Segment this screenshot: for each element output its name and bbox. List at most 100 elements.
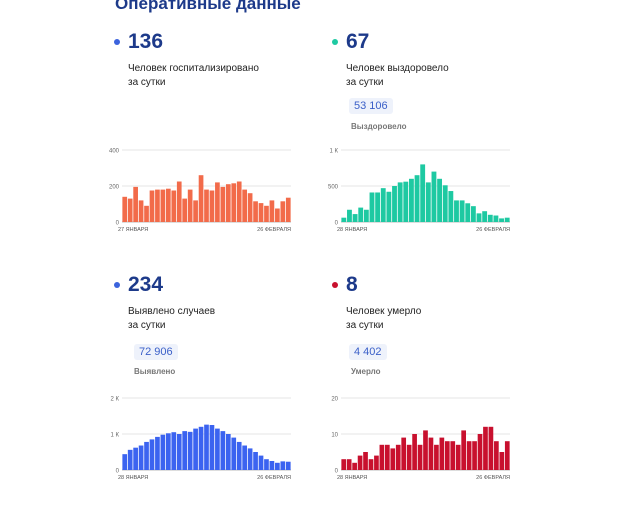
chart-bar [341, 217, 347, 222]
y-tick-label: 1 К [330, 149, 339, 155]
chart-bar [397, 182, 403, 222]
recovered-panel: 67 Человек выздоровело за сутки 53 106 В… [327, 28, 547, 268]
chart-bar [236, 181, 242, 222]
chart-bar [420, 164, 426, 222]
x-start-label: 28 ЯНВАРЯ [118, 475, 148, 481]
chart-bar [369, 192, 375, 222]
chart-bar [247, 193, 253, 222]
chart-bar [225, 434, 231, 470]
chart-bar [341, 459, 347, 470]
y-tick-label: 0 [116, 221, 120, 227]
chart-bar [437, 178, 443, 222]
chart-bar [425, 182, 431, 222]
chart-bar [209, 190, 215, 222]
chart-bar [455, 444, 461, 470]
chart-bar [204, 189, 209, 222]
chart-bar [236, 441, 242, 470]
chart-bar [363, 209, 369, 222]
recovered-bullet-dot [332, 39, 338, 45]
chart-bar [454, 200, 459, 222]
y-tick-label: 1 К [111, 433, 120, 439]
chart-bar [375, 192, 381, 222]
chart-bar [231, 183, 237, 222]
chart-bar [448, 191, 454, 222]
chart-bar [450, 441, 456, 470]
chart-bar [483, 426, 488, 470]
chart-bar [414, 175, 420, 222]
recovered-description: Человек выздоровело за сутки [346, 62, 496, 90]
chart-bar [417, 444, 423, 470]
page-title: Оперативные данные [115, 0, 301, 13]
chart-bar [269, 461, 275, 470]
chart-bar [204, 424, 209, 470]
x-start-label: 28 ЯНВАРЯ [337, 475, 367, 481]
chart-bar [488, 426, 494, 470]
chart-bar [494, 441, 499, 470]
chart-bar [472, 441, 477, 470]
chart-bar [127, 449, 133, 470]
hospitalized-panel: 136 Человек госпитализировано за сутки 0… [108, 28, 328, 268]
x-start-label: 27 ЯНВАРЯ [118, 227, 148, 233]
recovered-total-badge: 53 106 [349, 98, 393, 114]
chart-bar [406, 444, 412, 470]
chart-bar [138, 200, 144, 222]
chart-bar [395, 444, 401, 470]
chart-bar [253, 452, 258, 470]
hospitalized-bullet-dot [114, 39, 120, 45]
chart-bar [165, 433, 171, 470]
chart-bar [253, 201, 258, 222]
chart-bar [133, 447, 138, 470]
hospitalized-desc-line2: за сутки [128, 77, 166, 88]
chart-bar [504, 441, 510, 470]
deaths-total-label: Умерло [351, 367, 381, 376]
chart-bar [215, 428, 220, 470]
chart-bar [231, 437, 237, 470]
chart-bar [352, 214, 358, 222]
chart-bar [285, 197, 291, 222]
chart-bar [384, 444, 390, 470]
chart-bar [220, 186, 226, 222]
y-tick-label: 200 [109, 185, 120, 191]
chart-bar [133, 186, 138, 222]
chart-bar [264, 205, 269, 222]
chart-bar [144, 441, 149, 470]
y-tick-label: 20 [331, 397, 338, 403]
chart-bar [357, 455, 363, 470]
chart-bar [392, 186, 397, 222]
chart-bar [431, 171, 437, 222]
chart-bar [412, 434, 417, 470]
chart-bar [499, 452, 505, 470]
chart-bar [225, 184, 231, 222]
chart-bar [144, 205, 149, 222]
y-tick-label: 2 К [111, 397, 120, 403]
chart-bar [165, 188, 171, 222]
y-tick-label: 500 [328, 185, 339, 191]
chart-bar [209, 425, 215, 470]
chart-bar [390, 448, 396, 470]
chart-bar [487, 214, 493, 222]
deaths-chart: 0 10 20 28 ЯНВАРЯ 26 ФЕВРАЛЯ [331, 397, 510, 482]
chart-bar [176, 181, 182, 222]
chart-bar [220, 431, 226, 470]
chart-bar [275, 462, 280, 470]
chart-bar [459, 200, 465, 222]
chart-bar [408, 178, 414, 222]
chart-bar [122, 196, 128, 222]
chart-bar [442, 185, 448, 222]
deaths-desc-line1: Человек умерло [346, 306, 422, 317]
cases-count: 234 [128, 273, 164, 296]
chart-bar [477, 434, 483, 470]
chart-bar [198, 175, 204, 222]
chart-bar [499, 218, 504, 222]
recovered-desc-line1: Человек выздоровело [346, 63, 449, 74]
deaths-desc-line2: за сутки [346, 320, 384, 331]
chart-bar [444, 441, 450, 470]
y-tick-label: 0 [116, 469, 120, 475]
chart-bar [280, 461, 286, 470]
chart-bar [434, 444, 439, 470]
x-start-label: 28 ЯНВАРЯ [337, 227, 367, 233]
recovered-total-label: Выздоровело [351, 122, 407, 131]
recovered-chart: 0 500 1 К 28 ЯНВАРЯ 26 ФЕВРАЛЯ [328, 149, 510, 234]
chart-bar [368, 459, 374, 470]
chart-bar [242, 445, 248, 470]
